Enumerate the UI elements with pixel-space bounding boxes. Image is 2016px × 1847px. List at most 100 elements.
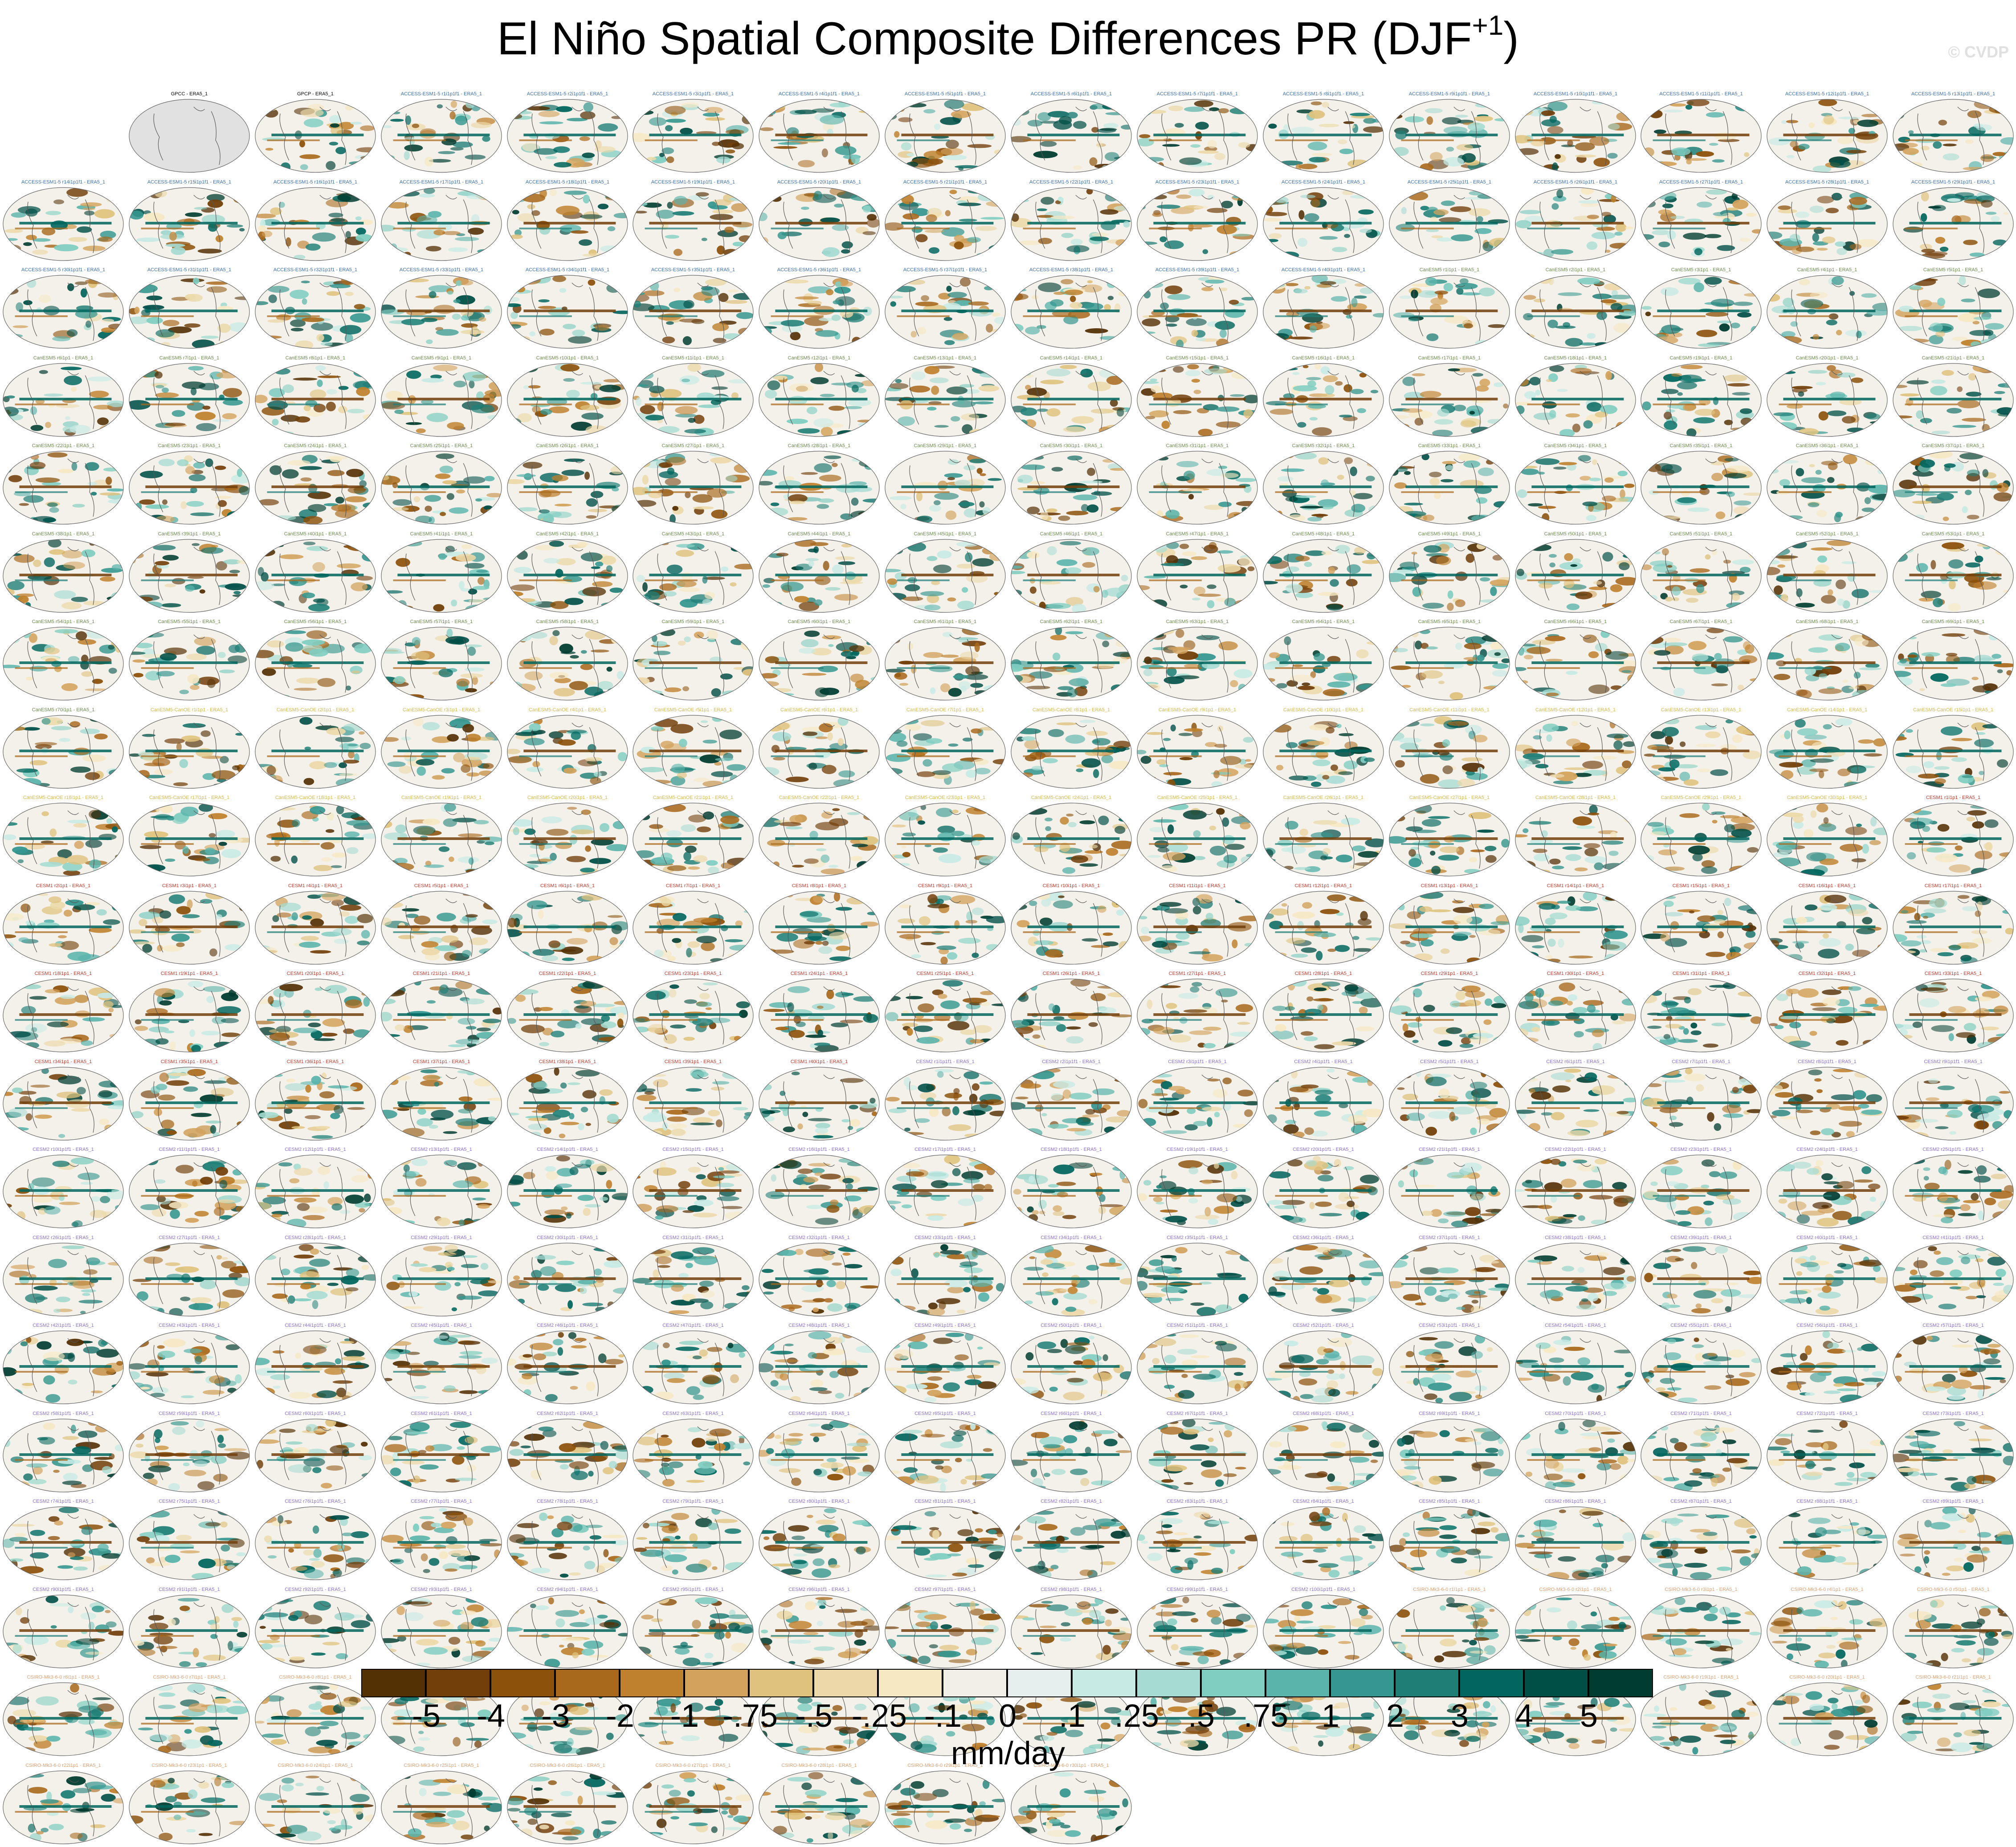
map-panel: CanESM5 r58i1p1 - ERA5_1 <box>505 619 630 703</box>
anomaly-blob <box>539 329 555 336</box>
anomaly-blob <box>1087 280 1093 284</box>
anomaly-blob <box>1900 393 1920 397</box>
anomaly-blob <box>1920 213 1927 222</box>
equatorial-band <box>1279 574 1372 576</box>
anomaly-blob <box>888 732 906 742</box>
anomaly-blob <box>1671 147 1691 156</box>
anomaly-blob <box>106 477 112 485</box>
anomaly-blob <box>1182 551 1197 556</box>
anomaly-blob <box>415 515 432 523</box>
anomaly-blob <box>186 653 207 661</box>
anomaly-blob <box>274 368 290 375</box>
anomaly-blob <box>1872 427 1888 431</box>
equatorial-band <box>145 485 238 488</box>
anomaly-blob <box>1599 199 1620 202</box>
anomaly-blob <box>1314 363 1321 370</box>
panel-title: CanESM5 r13i1p1 - ERA5_1 <box>914 355 977 361</box>
anomaly-blob <box>606 565 613 572</box>
anomaly-blob <box>1372 313 1384 318</box>
anomaly-blob <box>1713 212 1729 216</box>
coastline <box>531 106 599 165</box>
anomaly-blob <box>483 505 493 510</box>
anomaly-blob <box>871 601 880 605</box>
chart-title: El Niño Spatial Composite Differences PR… <box>0 10 2016 68</box>
panel-title: CanESM5 r59i1p1 - ERA5_1 <box>661 619 725 624</box>
coastline <box>279 106 347 165</box>
anomaly-blob <box>425 246 441 252</box>
anomaly-blob <box>1596 226 1615 231</box>
secondary-band <box>141 315 194 317</box>
panel-title: CanESM5 r52i1p1 - ERA5_1 <box>1796 531 1859 537</box>
precip-map <box>1389 363 1510 437</box>
anomaly-blob <box>231 474 250 484</box>
precip-map <box>759 627 880 701</box>
anomaly-blob <box>790 331 801 340</box>
anomaly-blob <box>1046 368 1071 377</box>
cvdp-watermark: © CVDP <box>1948 43 2009 61</box>
anomaly-blob <box>94 734 108 740</box>
equatorial-band <box>271 222 364 224</box>
anomaly-blob <box>512 210 519 215</box>
anomaly-blob <box>1330 579 1339 587</box>
panel-grid: GPCC - ERA5_1 GPCP - ERA5_1 ACCESS-ESM1-5 … <box>3 91 2014 1844</box>
anomaly-blob <box>343 723 366 731</box>
anomaly-blob <box>185 585 195 592</box>
anomaly-blob <box>527 204 535 209</box>
map-outline <box>1893 275 2014 349</box>
map-outline <box>129 275 250 349</box>
map-panel: CanESM5 r64i1p1 - ERA5_1 <box>1261 619 1386 703</box>
anomaly-blob <box>1533 412 1556 420</box>
secondary-band <box>267 755 320 757</box>
equatorial-band <box>1153 134 1246 136</box>
anomaly-blob <box>1678 277 1701 285</box>
coastline <box>1917 371 1984 429</box>
secondary-band <box>1401 228 1454 229</box>
anomaly-blob <box>1297 422 1306 428</box>
secondary-band <box>1275 404 1328 405</box>
anomaly-blob <box>1609 294 1632 299</box>
anomaly-blob <box>531 210 540 216</box>
anomaly-blob <box>922 759 932 767</box>
anomaly-blob <box>155 385 164 389</box>
precip-map <box>255 539 376 613</box>
anomaly-blob <box>1739 238 1751 242</box>
anomaly-blob <box>1777 564 1786 568</box>
anomaly-blob <box>395 605 413 610</box>
anomaly-blob <box>38 294 51 303</box>
anomaly-blob <box>1264 188 1288 198</box>
coastline <box>531 371 599 429</box>
anomaly-blob <box>207 679 216 688</box>
anomaly-blob <box>943 155 967 160</box>
anomaly-blob <box>455 280 462 286</box>
anomaly-blob <box>1408 318 1420 322</box>
anomaly-blob <box>433 364 457 371</box>
anomaly-blob <box>1971 677 1979 681</box>
anomaly-blob <box>1012 460 1021 465</box>
secondary-band <box>393 491 446 493</box>
anomaly-blob <box>278 202 285 208</box>
anomaly-blob <box>82 754 106 762</box>
anomaly-blob <box>599 384 621 392</box>
anomaly-blob <box>834 204 844 208</box>
anomaly-blob <box>1203 404 1219 411</box>
anomaly-blob <box>638 380 654 388</box>
anomaly-blob <box>1786 404 1803 409</box>
precip-map <box>633 363 754 437</box>
anomaly-blob <box>858 780 866 783</box>
anomaly-blob <box>381 475 389 481</box>
anomaly-blob <box>266 640 284 648</box>
anomaly-blob <box>1580 203 1600 207</box>
map-outline <box>1641 187 1762 261</box>
anomaly-blob <box>403 540 422 546</box>
anomaly-blob <box>85 462 99 471</box>
anomaly-blob <box>339 773 358 776</box>
anomaly-blob <box>1611 290 1618 297</box>
anomaly-blob <box>1705 554 1711 560</box>
coastline <box>1035 106 1102 165</box>
anomaly-blob <box>1621 670 1632 673</box>
anomaly-blob <box>759 546 779 552</box>
map-outline <box>255 451 376 525</box>
anomaly-blob <box>290 327 304 332</box>
anomaly-blob <box>514 229 522 236</box>
anomaly-blob <box>712 322 729 331</box>
